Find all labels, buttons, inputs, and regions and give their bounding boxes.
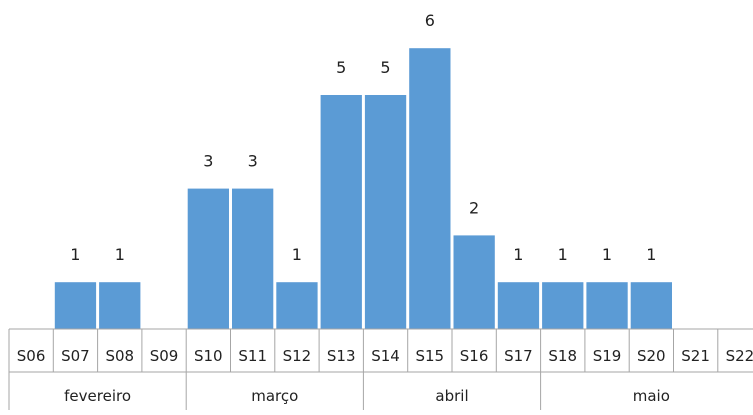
bar-s16 [453, 235, 495, 329]
data-label-s11: 3 [248, 152, 258, 171]
data-label-s08: 1 [115, 245, 125, 264]
tick-label-s10: S10 [194, 347, 223, 365]
bar-s07 [54, 282, 97, 329]
tick-label-s14: S14 [371, 347, 400, 365]
data-label-s10: 3 [203, 152, 213, 171]
bars-layer [54, 48, 672, 329]
bar-s13 [320, 95, 362, 329]
data-label-s07: 1 [70, 245, 80, 264]
tick-label-s07: S07 [61, 347, 90, 365]
data-label-s18: 1 [558, 245, 568, 264]
data-labels-layer: 1 1 3 3 1 5 5 6 2 1 1 1 1 [70, 11, 656, 264]
bar-s17 [497, 282, 540, 329]
data-label-s19: 1 [602, 245, 612, 264]
group-label-0: fevereiro [64, 387, 131, 405]
tick-label-s09: S09 [150, 347, 179, 365]
tick-label-s21: S21 [681, 347, 710, 365]
data-label-s12: 1 [292, 245, 302, 264]
bar-s08 [99, 282, 141, 329]
bar-s20 [630, 282, 672, 329]
data-label-s13: 5 [336, 58, 346, 77]
group-label-1: março [251, 387, 298, 405]
bar-s18 [542, 282, 584, 329]
tick-label-s19: S19 [593, 347, 622, 365]
tick-label-s08: S08 [105, 347, 134, 365]
data-label-s17: 1 [513, 245, 523, 264]
tick-label-s12: S12 [283, 347, 312, 365]
bar-s11 [232, 188, 274, 329]
tick-label-s06: S06 [17, 347, 46, 365]
tick-label-s15: S15 [415, 347, 444, 365]
data-label-s20: 1 [646, 245, 656, 264]
tick-label-s20: S20 [637, 347, 666, 365]
tick-label-s11: S11 [238, 347, 267, 365]
group-label-2: abril [435, 387, 468, 405]
bar-s15 [409, 48, 451, 329]
data-label-s15: 6 [425, 11, 435, 30]
bar-s10 [187, 188, 229, 329]
tick-label-s22: S22 [726, 347, 753, 365]
bar-s19 [586, 282, 628, 329]
category-axis: S06 S07 S08 S09 S10 S11 S12 S13 S14 S15 S16 S17 S18 S… [8, 328, 753, 410]
group-label-3: maio [633, 387, 670, 405]
tick-label-s16: S16 [460, 347, 489, 365]
tick-label-s13: S13 [327, 347, 356, 365]
tick-label-s18: S18 [548, 347, 577, 365]
data-label-s16: 2 [469, 198, 479, 217]
tick-label-s17: S17 [504, 347, 533, 365]
data-label-s14: 5 [380, 58, 390, 77]
bar-s14 [364, 95, 407, 329]
bar-s12 [276, 282, 318, 329]
